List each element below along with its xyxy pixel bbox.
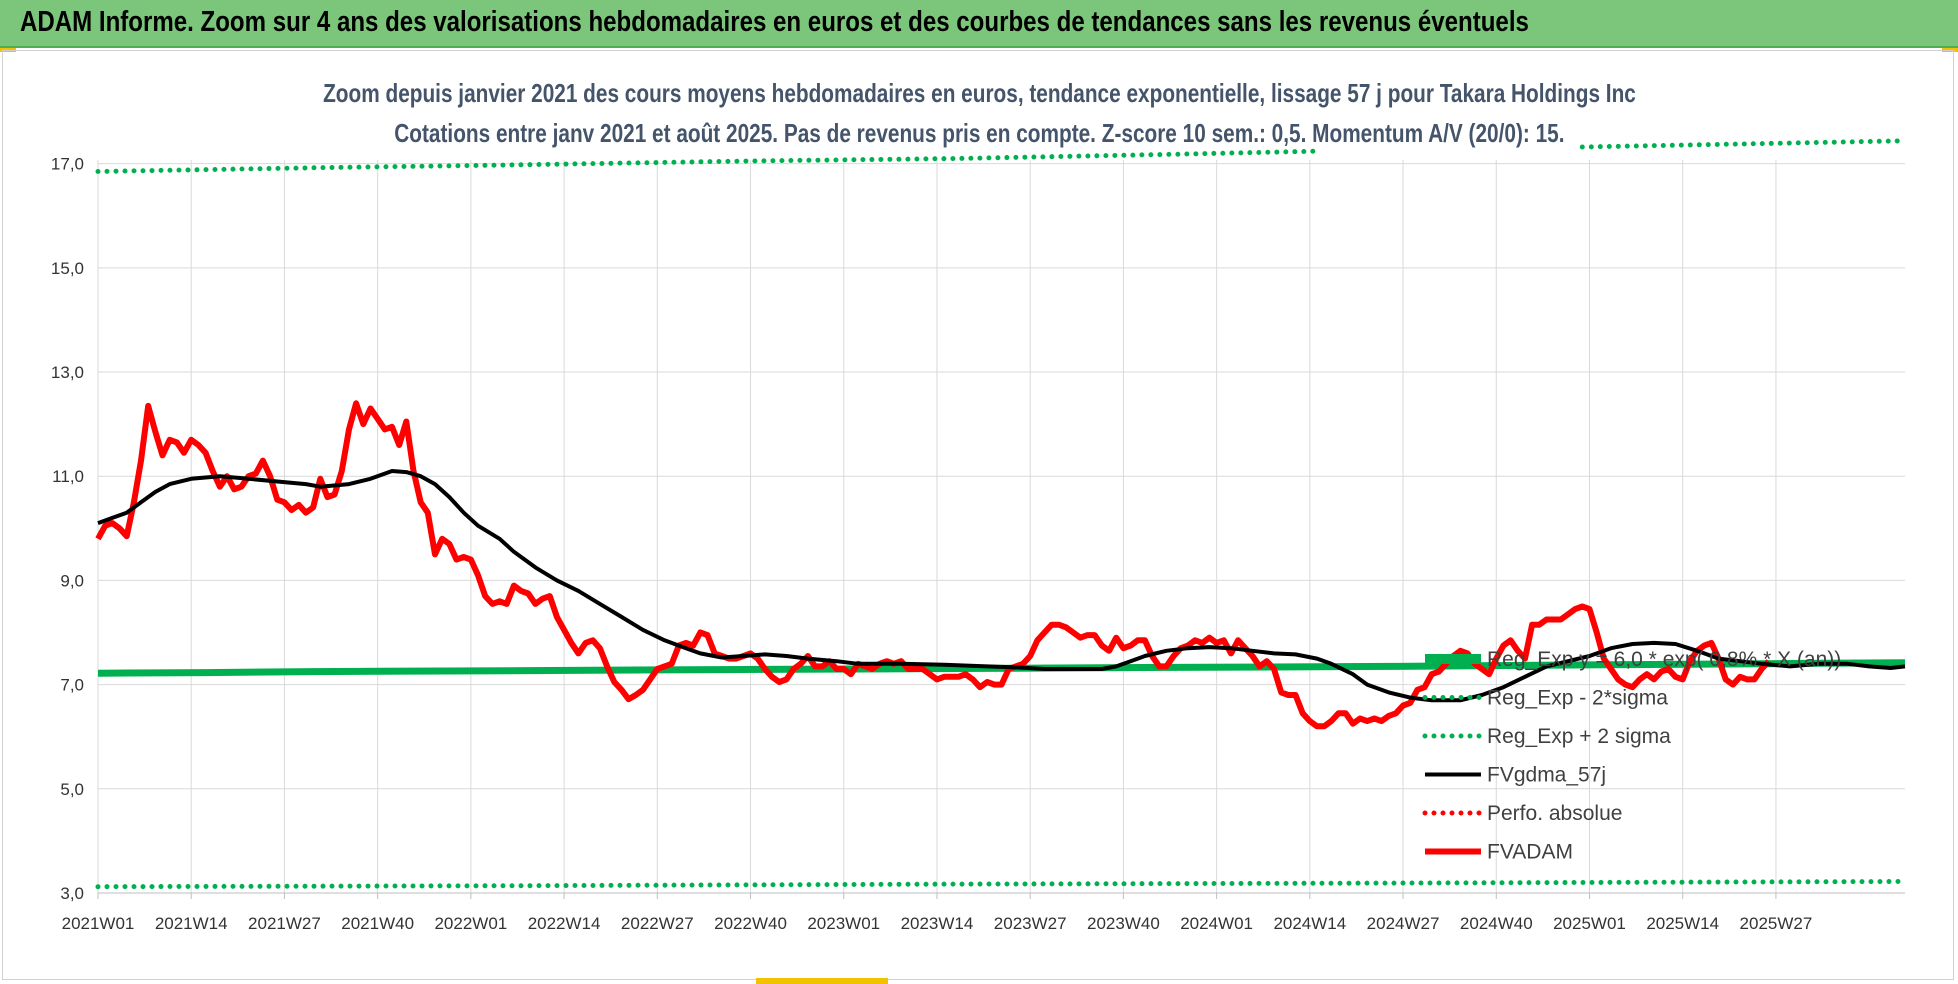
x-tick-label: 2024W27 (1367, 914, 1440, 933)
chart-grid (97, 160, 1905, 899)
x-tick-label: 2021W01 (62, 914, 135, 933)
y-tick-label: 15,0 (51, 259, 84, 278)
x-tick-label: 2025W27 (1740, 914, 1813, 933)
y-tick-label: 9,0 (60, 571, 84, 590)
report-banner: ADAM Informe. Zoom sur 4 ans des valoris… (0, 0, 1958, 48)
x-tick-label: 2023W40 (1087, 914, 1160, 933)
x-tick-label: 2024W40 (1460, 914, 1533, 933)
y-tick-label: 5,0 (60, 780, 84, 799)
x-tick-label: 2022W01 (434, 914, 507, 933)
legend-label: Reg_Exp + 2 sigma (1487, 725, 1671, 748)
report-banner-title: ADAM Informe. Zoom sur 4 ans des valoris… (20, 6, 1529, 38)
chart-subtitle: Cotations entre janv 2021 et août 2025. … (393, 118, 1565, 148)
x-tick-label: 2024W14 (1273, 914, 1346, 933)
x-tick-label: 2023W14 (901, 914, 974, 933)
x-tick-label: 2021W27 (248, 914, 321, 933)
legend-label: Perfo. absolue (1487, 802, 1622, 825)
series-reg-exp-2-sigma (95, 138, 1908, 174)
legend-label: FVgdma_57j (1487, 764, 1606, 787)
legend-label: FVADAM (1487, 841, 1573, 864)
y-tick-label: 13,0 (51, 363, 84, 382)
series-fvadam (95, 400, 1772, 730)
x-tick-label: 2022W40 (714, 914, 787, 933)
series-reg-exp-2-sigma (95, 879, 1908, 890)
x-tick-label: 2022W27 (621, 914, 694, 933)
chart-series (95, 138, 1908, 890)
y-axis-ticks: 3,0 5,0 7,0 9,0 11,0 13,0 15,0 17,0 (51, 155, 84, 903)
x-axis-ticks: 2021W01 2021W14 2021W27 2021W40 2022W01 2022W… (62, 914, 1813, 933)
x-tick-label: 2025W01 (1553, 914, 1626, 933)
x-tick-label: 2023W27 (994, 914, 1067, 933)
bottom-mark (756, 978, 888, 984)
x-tick-label: 2024W01 (1180, 914, 1253, 933)
x-tick-label: 2023W01 (807, 914, 880, 933)
series-fvgdma-57j (97, 469, 1906, 703)
series-reg-exp-y-6-0-exp-0-8-x-an (97, 659, 1906, 677)
y-tick-label: 11,0 (52, 467, 84, 486)
x-tick-label: 2021W14 (155, 914, 228, 933)
legend-label: Reg_Exp y = 6,0 * exp( 0,8% * X (an)) (1487, 648, 1841, 671)
y-tick-label: 17,0 (51, 155, 84, 174)
y-tick-label: 3,0 (60, 884, 84, 903)
chart-frame (2, 50, 1954, 980)
chart-title: Zoom depuis janvier 2021 des cours moyen… (322, 78, 1636, 108)
chart-legend: Reg_Exp y = 6,0 * exp( 0,8% * X (an)) Reg… (1422, 648, 1841, 864)
x-tick-label: 2021W40 (341, 914, 414, 933)
x-tick-label: 2022W14 (528, 914, 601, 933)
legend-label: Reg_Exp - 2*sigma (1487, 687, 1668, 710)
x-tick-label: 2025W14 (1646, 914, 1719, 933)
y-tick-label: 7,0 (60, 676, 84, 695)
